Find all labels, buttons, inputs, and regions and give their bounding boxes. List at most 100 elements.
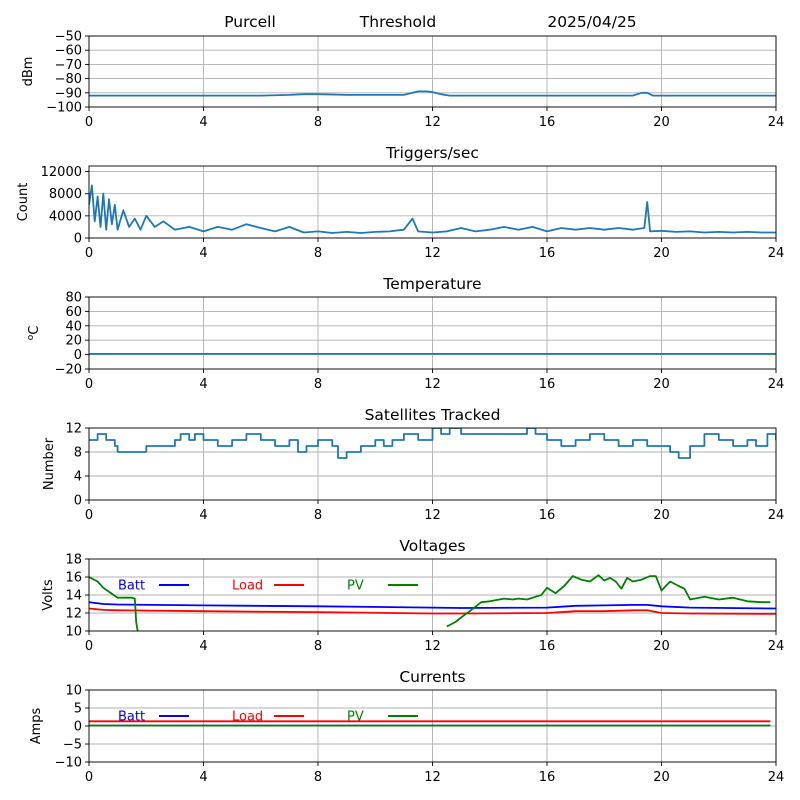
y-tick-label: 12 bbox=[65, 607, 82, 622]
x-tick-label: 0 bbox=[85, 770, 93, 785]
header-date: 2025/04/25 bbox=[547, 13, 636, 31]
x-tick-label: 8 bbox=[314, 639, 322, 654]
y-tick-label: 10 bbox=[65, 684, 82, 699]
x-tick-label: 12 bbox=[424, 770, 441, 785]
x-tick-label: 8 bbox=[314, 377, 322, 392]
y-axis-label: Number bbox=[42, 437, 57, 490]
x-tick-label: 20 bbox=[653, 115, 670, 130]
y-tick-label: 12 bbox=[65, 422, 82, 437]
x-tick-label: 4 bbox=[199, 770, 207, 785]
x-tick-label: 16 bbox=[539, 246, 556, 261]
panel-voltages: 0 4 8 12 16 20 24 10 12 14 16 18 Volts Voltages Batt Lo… bbox=[41, 537, 784, 654]
x-tick-label: 24 bbox=[768, 377, 785, 392]
x-tick-label: 12 bbox=[424, 377, 441, 392]
header: Purcell Threshold 2025/04/25 bbox=[224, 13, 636, 31]
series-line bbox=[89, 184, 776, 234]
x-tick-label: 16 bbox=[539, 770, 556, 785]
y-axis-label: Count bbox=[16, 183, 31, 222]
x-tick-label: 8 bbox=[314, 508, 322, 523]
x-tick-label: 8 bbox=[314, 770, 322, 785]
header-station: Purcell bbox=[224, 13, 276, 31]
x-tick-label: 20 bbox=[653, 770, 670, 785]
series-line bbox=[89, 90, 776, 97]
x-tick-label: 20 bbox=[653, 377, 670, 392]
y-axis-label: oC bbox=[26, 326, 42, 341]
y-tick-label: −90 bbox=[55, 86, 82, 101]
x-tick-label: 20 bbox=[653, 639, 670, 654]
y-axis-label: Volts bbox=[41, 579, 56, 611]
legend-label-load: Load bbox=[232, 710, 263, 725]
y-tick-label: 0 bbox=[74, 720, 82, 735]
y-tick-label: 16 bbox=[65, 571, 82, 586]
x-tick-label: 24 bbox=[768, 508, 785, 523]
x-tick-label: 20 bbox=[653, 246, 670, 261]
y-axis-label: Amps bbox=[29, 707, 44, 744]
y-tick-label: −50 bbox=[55, 30, 82, 45]
y-axis-label-superscript: o bbox=[26, 334, 36, 340]
panel-title: Currents bbox=[399, 668, 465, 686]
y-tick-label: 14 bbox=[65, 589, 82, 604]
x-tick-label: 12 bbox=[424, 508, 441, 523]
x-tick-label: 4 bbox=[199, 377, 207, 392]
y-tick-label: 4 bbox=[74, 470, 82, 485]
x-tick-label: 4 bbox=[199, 246, 207, 261]
x-tick-label: 4 bbox=[199, 508, 207, 523]
x-tick-label: 24 bbox=[768, 639, 785, 654]
x-tick-label: 8 bbox=[314, 115, 322, 130]
x-tick-label: 16 bbox=[539, 639, 556, 654]
x-tick-label: 12 bbox=[424, 246, 441, 261]
legend-label-pv: PV bbox=[347, 579, 364, 594]
panel-satellites: 0 4 8 12 16 20 24 0 4 8 12 Number Satellites Tracked bbox=[42, 406, 784, 523]
x-tick-label: 0 bbox=[85, 115, 93, 130]
series-line bbox=[89, 428, 776, 459]
y-tick-label: 0 bbox=[74, 348, 82, 363]
y-tick-label: 8000 bbox=[49, 187, 82, 202]
y-tick-label: −60 bbox=[55, 44, 82, 59]
panel-title: Voltages bbox=[399, 537, 465, 555]
panel-triggers: 0 4 8 12 16 20 24 0 4000 8000 12000 Count Triggers/s… bbox=[16, 144, 784, 261]
series-line-batt bbox=[89, 601, 776, 610]
x-tick-label: 16 bbox=[539, 377, 556, 392]
y-tick-label: 0 bbox=[74, 232, 82, 247]
y-axis-label-unit: C bbox=[27, 326, 42, 335]
panel-title: Triggers/sec bbox=[385, 144, 479, 162]
y-tick-label: −10 bbox=[55, 756, 82, 771]
x-tick-label: 12 bbox=[424, 639, 441, 654]
x-tick-label: 12 bbox=[424, 115, 441, 130]
x-tick-label: 0 bbox=[85, 377, 93, 392]
y-tick-label: 0 bbox=[74, 494, 82, 509]
x-tick-label: 16 bbox=[539, 508, 556, 523]
x-tick-label: 4 bbox=[199, 639, 207, 654]
y-tick-label: −70 bbox=[55, 58, 82, 73]
y-axis-label: dBm bbox=[21, 57, 36, 87]
y-tick-label: 5 bbox=[74, 702, 82, 717]
panel-title: Temperature bbox=[382, 275, 481, 293]
legend-label-load: Load bbox=[232, 579, 263, 594]
legend-label-pv: PV bbox=[347, 710, 364, 725]
y-tick-label: −5 bbox=[63, 738, 82, 753]
y-tick-label: 8 bbox=[74, 446, 82, 461]
y-tick-label: −20 bbox=[55, 363, 82, 378]
y-tick-label: 40 bbox=[65, 319, 82, 334]
header-mode: Threshold bbox=[359, 13, 436, 31]
x-tick-label: 20 bbox=[653, 508, 670, 523]
x-tick-label: 24 bbox=[768, 770, 785, 785]
panel-currents: 0 4 8 12 16 20 24 −10 −5 0 5 10 Amps Currents Batt Load… bbox=[29, 668, 784, 785]
y-tick-label: 10 bbox=[65, 625, 82, 640]
y-tick-label: −80 bbox=[55, 72, 82, 87]
x-tick-label: 0 bbox=[85, 639, 93, 654]
y-tick-label: 12000 bbox=[41, 165, 82, 180]
y-tick-label: −100 bbox=[46, 101, 82, 116]
y-tick-label: 20 bbox=[65, 334, 82, 349]
series-line-load bbox=[89, 607, 776, 615]
y-tick-label: 80 bbox=[65, 291, 82, 306]
x-tick-label: 24 bbox=[768, 246, 785, 261]
panel-title: Satellites Tracked bbox=[365, 406, 501, 424]
legend-label-batt: Batt bbox=[118, 579, 145, 594]
x-tick-label: 16 bbox=[539, 115, 556, 130]
x-tick-label: 0 bbox=[85, 508, 93, 523]
x-tick-label: 24 bbox=[768, 115, 785, 130]
y-tick-label: 18 bbox=[65, 553, 82, 568]
